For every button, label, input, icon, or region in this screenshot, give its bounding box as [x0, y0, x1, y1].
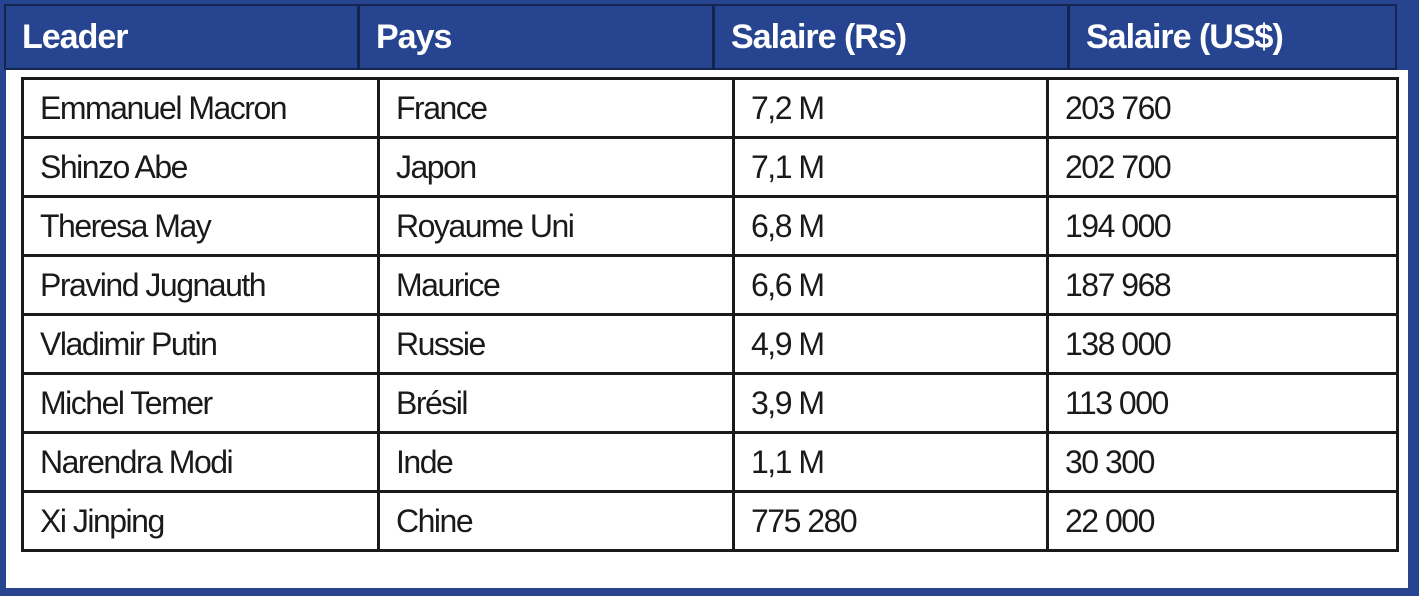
cell-salaire-rs: 775 280	[732, 490, 1049, 552]
table-row: Shinzo Abe Japon 7,1 M 202 700	[21, 136, 1399, 198]
cell-leader: Narendra Modi	[21, 431, 380, 493]
cell-leader: Pravind Jugnauth	[21, 254, 380, 316]
cell-pays: Inde	[377, 431, 735, 493]
cell-salaire-rs: 6,6 M	[732, 254, 1049, 316]
table-row: Theresa May Royaume Uni 6,8 M 194 000	[21, 195, 1399, 257]
cell-leader: Vladimir Putin	[21, 313, 380, 375]
salary-table: Emmanuel Macron France 7,2 M 203 760 Shi…	[21, 77, 1399, 552]
cell-pays: France	[377, 77, 735, 139]
cell-salaire-rs: 3,9 M	[732, 372, 1049, 434]
table-row: Narendra Modi Inde 1,1 M 30 300	[21, 431, 1399, 493]
cell-salaire-usd: 22 000	[1046, 490, 1399, 552]
table-row: Vladimir Putin Russie 4,9 M 138 000	[21, 313, 1399, 375]
cell-leader: Theresa May	[21, 195, 380, 257]
cell-salaire-usd: 194 000	[1046, 195, 1399, 257]
cell-salaire-usd: 187 968	[1046, 254, 1399, 316]
cell-pays: Maurice	[377, 254, 735, 316]
table-header: Leader Pays Salaire (Rs) Salaire (US$)	[4, 4, 1397, 70]
cell-salaire-usd: 203 760	[1046, 77, 1399, 139]
cell-leader: Xi Jinping	[21, 490, 380, 552]
cell-salaire-usd: 30 300	[1046, 431, 1399, 493]
table-row: Emmanuel Macron France 7,2 M 203 760	[21, 77, 1399, 139]
cell-leader: Emmanuel Macron	[21, 77, 380, 139]
cell-pays: Japon	[377, 136, 735, 198]
header-salaire-rs: Salaire (Rs)	[715, 6, 1070, 68]
cell-salaire-rs: 4,9 M	[732, 313, 1049, 375]
cell-pays: Chine	[377, 490, 735, 552]
header-salaire-usd: Salaire (US$)	[1086, 17, 1284, 56]
header-leader: Leader	[6, 6, 360, 68]
table-row: Xi Jinping Chine 775 280 22 000	[21, 490, 1399, 552]
cell-salaire-rs: 6,8 M	[732, 195, 1049, 257]
cell-salaire-rs: 1,1 M	[732, 431, 1049, 493]
header-pays: Pays	[360, 6, 715, 68]
cell-salaire-usd: 202 700	[1046, 136, 1399, 198]
table-body-area: Emmanuel Macron France 7,2 M 203 760 Shi…	[6, 70, 1408, 588]
cell-leader: Shinzo Abe	[21, 136, 380, 198]
table-row: Pravind Jugnauth Maurice 6,6 M 187 968	[21, 254, 1399, 316]
cell-leader: Michel Temer	[21, 372, 380, 434]
cell-salaire-rs: 7,1 M	[732, 136, 1049, 198]
cell-pays: Brésil	[377, 372, 735, 434]
table-row: Michel Temer Brésil 3,9 M 113 000	[21, 372, 1399, 434]
cell-pays: Royaume Uni	[377, 195, 735, 257]
cell-salaire-rs: 7,2 M	[732, 77, 1049, 139]
cell-salaire-usd: 113 000	[1046, 372, 1399, 434]
cell-pays: Russie	[377, 313, 735, 375]
cell-salaire-usd: 138 000	[1046, 313, 1399, 375]
